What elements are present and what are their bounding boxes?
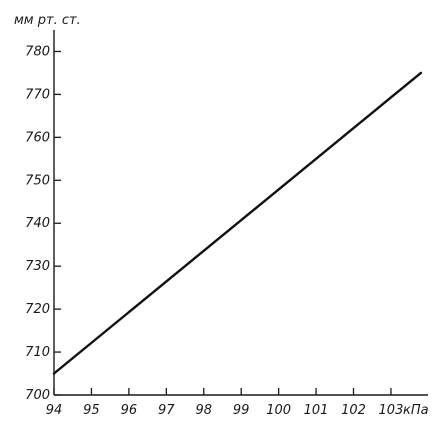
x-tick-label: 102 — [341, 403, 366, 418]
x-tick-label: 94 — [46, 403, 63, 418]
y-tick-label: 760 — [25, 130, 50, 145]
x-tick-label: 98 — [195, 403, 212, 418]
series-line — [52, 71, 423, 375]
y-tick-label: 710 — [25, 345, 50, 360]
x-axis-label: кПа — [403, 403, 429, 418]
x-tick-label: 95 — [83, 403, 100, 418]
x-tick-label: 99 — [233, 403, 250, 418]
y-tick-label: 730 — [25, 259, 50, 274]
x-tick-label: 96 — [121, 403, 138, 418]
y-tick-label: 780 — [25, 44, 50, 59]
x-tick-label: 101 — [304, 403, 329, 418]
x-tick-label: 103 — [379, 403, 404, 418]
x-ticks: 94 95 96 97 98 99 100 101 102 103 — [46, 388, 404, 418]
y-tick-label: 740 — [25, 216, 50, 231]
y-axis-label: мм рт. ст. — [14, 13, 81, 28]
axes — [53, 30, 428, 396]
y-tick-label: 770 — [25, 87, 50, 102]
x-tick-label: 97 — [158, 403, 175, 418]
y-ticks: 700 710 720 730 740 750 760 770 780 — [25, 44, 61, 403]
y-tick-label: 750 — [25, 173, 50, 188]
x-tick-label: 100 — [266, 403, 291, 418]
y-tick-label: 720 — [25, 302, 50, 317]
data-series — [52, 71, 423, 375]
y-tick-label: 700 — [25, 388, 50, 403]
